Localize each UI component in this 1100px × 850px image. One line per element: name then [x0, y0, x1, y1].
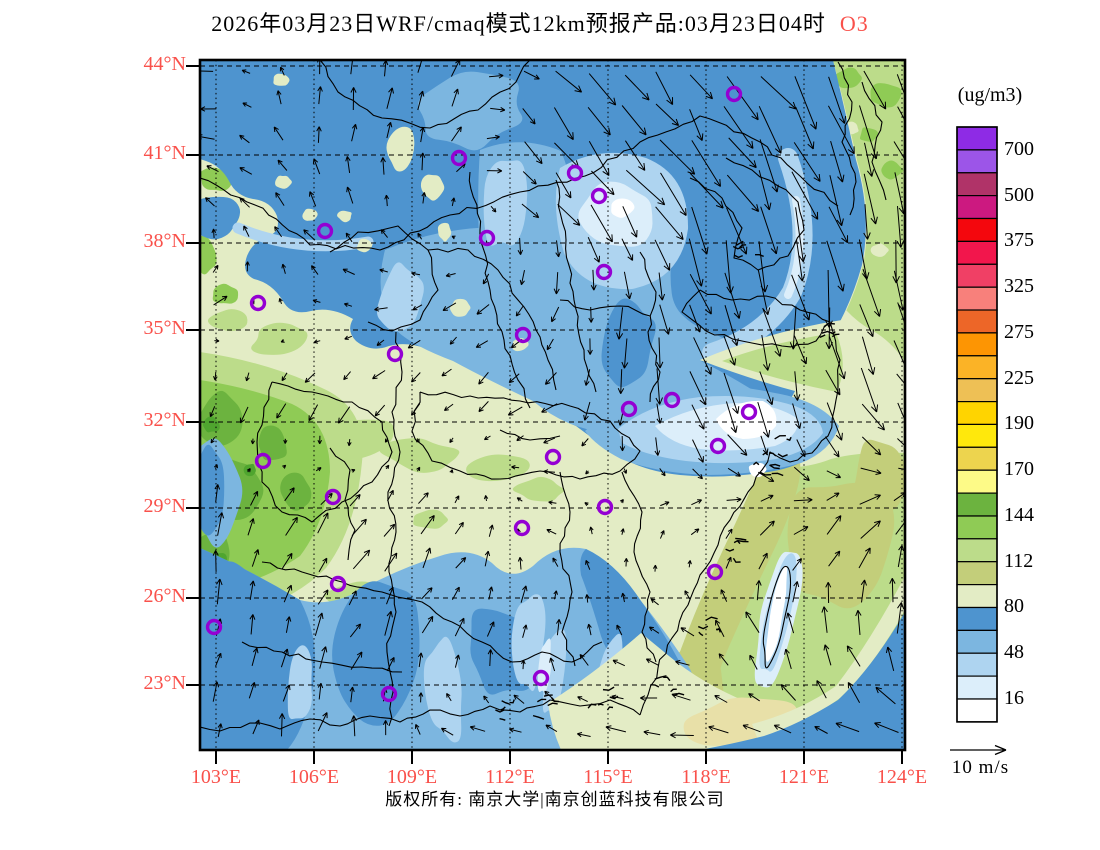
city-marker	[254, 452, 272, 470]
legend-tick-label: 225	[1004, 367, 1034, 389]
colorbar-cell	[956, 378, 998, 403]
city-marker	[249, 294, 267, 312]
legend-tick-label: 170	[1004, 458, 1034, 480]
city-marker	[663, 391, 681, 409]
city-marker	[450, 149, 468, 167]
city-marker	[514, 326, 532, 344]
lat-tick-label: 23°N	[143, 672, 186, 694]
colorbar-cell	[956, 332, 998, 357]
city-marker	[380, 685, 398, 703]
city-marker	[205, 618, 223, 636]
city-marker	[532, 669, 550, 687]
legend-tick-label: 112	[1004, 550, 1034, 572]
lat-tick-label: 29°N	[143, 495, 186, 517]
colorbar	[956, 126, 998, 723]
city-marker	[596, 498, 614, 516]
colorbar-cell	[956, 561, 998, 586]
colorbar-cell	[956, 469, 998, 494]
colorbar-cell	[956, 217, 998, 242]
legend-tick-label: 325	[1004, 275, 1034, 297]
city-marker	[544, 448, 562, 466]
colorbar-cell	[956, 401, 998, 426]
legend-tick-label: 275	[1004, 321, 1034, 343]
copyright-text: 版权所有: 南京大学|南京创蓝科技有限公司	[385, 790, 725, 809]
legend-tick-label: 48	[1004, 641, 1024, 663]
colorbar-cell	[956, 492, 998, 517]
lon-tick-label: 109°E	[386, 766, 438, 788]
map-field	[200, 60, 905, 750]
lat-tick-label: 35°N	[143, 317, 186, 339]
legend-tick-label: 144	[1004, 504, 1034, 526]
colorbar-cell	[956, 149, 998, 174]
lon-tick-label: 118°E	[681, 766, 731, 788]
colorbar-cell	[956, 675, 998, 700]
colorbar-cell	[956, 309, 998, 334]
page-title: 2026年03月23日WRF/cmaq模式12km预报产品:03月23日04时 O…	[0, 6, 1080, 38]
city-marker	[590, 187, 608, 205]
legend-tick-label: 16	[1004, 687, 1024, 709]
colorbar-cell	[956, 126, 998, 151]
colorbar-cell	[956, 286, 998, 311]
lon-tick-label: 124°E	[876, 766, 928, 788]
city-marker	[620, 400, 638, 418]
colorbar-cell	[956, 423, 998, 448]
city-marker	[329, 575, 347, 593]
colorbar-cell	[956, 263, 998, 288]
colorbar-cell	[956, 629, 998, 654]
lon-tick-label: 103°E	[190, 766, 242, 788]
lat-tick-label: 26°N	[143, 585, 186, 607]
legend-units: (ug/m3)	[957, 84, 1023, 106]
city-marker	[386, 345, 404, 363]
city-marker	[566, 164, 584, 182]
city-marker	[316, 222, 334, 240]
city-marker	[706, 563, 724, 581]
map-frame	[198, 58, 907, 752]
lon-tick-label: 106°E	[288, 766, 340, 788]
colorbar-cell	[956, 240, 998, 265]
wind-scale-arrow	[950, 744, 1007, 756]
legend-tick-label: 375	[1004, 229, 1034, 251]
title-text: 2026年03月23日WRF/cmaq模式12km预报产品:03月23日04时	[211, 11, 826, 36]
city-markers	[205, 85, 758, 703]
lon-tick-label: 115°E	[583, 766, 633, 788]
city-marker	[324, 488, 342, 506]
lat-tick-label: 41°N	[143, 142, 186, 164]
city-marker	[740, 403, 758, 421]
lat-tick-label: 38°N	[143, 230, 186, 252]
colorbar-cell	[956, 538, 998, 563]
city-marker	[478, 229, 496, 247]
city-marker	[595, 263, 613, 281]
title-species: O3	[839, 11, 869, 36]
colorbar-cell	[956, 446, 998, 471]
legend-tick-label: 500	[1004, 184, 1034, 206]
colorbar-cell	[956, 515, 998, 540]
legend-tick-label: 80	[1004, 595, 1024, 617]
colorbar-cell	[956, 583, 998, 609]
city-marker	[709, 437, 727, 455]
lon-tick-label: 112°E	[485, 766, 535, 788]
wind-scale-label: 10 m/s	[951, 757, 1010, 778]
legend-tick-label: 190	[1004, 412, 1034, 434]
lat-tick-label: 32°N	[143, 409, 186, 431]
lon-tick-label: 121°E	[778, 766, 830, 788]
city-marker	[725, 85, 743, 103]
colorbar-cell	[956, 606, 998, 631]
colorbar-cell	[956, 172, 998, 197]
colorbar-cell	[956, 195, 998, 220]
colorbar-cell	[956, 698, 998, 723]
legend-tick-label: 700	[1004, 138, 1034, 160]
city-marker	[513, 519, 531, 537]
lat-tick-label: 44°N	[143, 53, 186, 75]
colorbar-cell	[956, 652, 998, 677]
colorbar-cell	[956, 355, 998, 380]
